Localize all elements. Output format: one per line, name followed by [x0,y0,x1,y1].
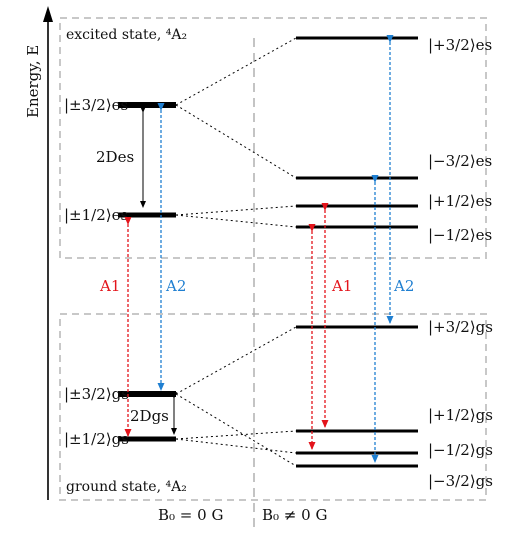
splitting-label-gs: 2Dgs [130,407,169,425]
label-gs-p12: |+1/2⟩gs [428,406,493,424]
energy-axis-arrowhead [43,6,53,22]
excited-state-title: excited state, ⁴A₂ [66,27,187,43]
label-gs-m32: |−3/2⟩gs [428,472,493,490]
label-es-12-zero-field: |±1/2⟩es [64,206,128,224]
ground-state-title: ground state, ⁴A₂ [66,479,187,495]
label-gs-m12: |−1/2⟩gs [428,441,493,459]
label-es-m32: |−3/2⟩es [428,152,492,170]
label-es-m12: |−1/2⟩es [428,226,492,244]
label-es-p12: |+1/2⟩es [428,192,492,210]
label-es-p32: |+3/2⟩es [428,36,492,54]
field-nonzero-label: B₀ ≠ 0 G [262,506,327,524]
label-a1-nonzero-field: A1 [331,277,352,295]
label-a1-zero-field: A1 [99,277,120,295]
correlation-lines [175,37,297,467]
label-gs-32-zero-field: |±3/2⟩gs [64,385,129,403]
splitting-label-es: 2Des [96,148,134,166]
excited-state-box [59,17,487,259]
label-a2-zero-field: A2 [165,277,186,295]
ground-state-box [59,313,487,501]
label-a2-nonzero-field: A2 [393,277,414,295]
label-gs-p32: |+3/2⟩gs [428,318,493,336]
label-es-32-zero-field: |±3/2⟩es [64,96,128,114]
label-gs-12-zero-field: |±1/2⟩gs [64,430,129,448]
field-zero-label: B₀ = 0 G [158,506,223,524]
energy-axis-label: Energy, E [24,45,42,118]
